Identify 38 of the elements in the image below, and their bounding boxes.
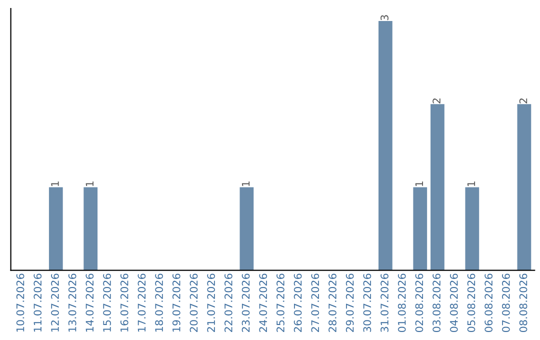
x-tick-label: 23.07.2026 [242, 274, 250, 332]
x-tick-label: 16.07.2026 [120, 274, 128, 332]
x-tick-label: 10.07.2026 [16, 274, 24, 332]
x-tick-label: 31.07.2026 [380, 274, 388, 332]
data-label: 2 [432, 98, 440, 104]
x-tick-label: 15.07.2026 [103, 274, 111, 332]
x-tick-label: 25.07.2026 [276, 274, 284, 332]
x-tick-label: 22.07.2026 [224, 274, 232, 332]
x-tick-label: 01.08.2026 [398, 274, 406, 332]
x-tick-label: 21.07.2026 [207, 274, 216, 332]
data-label: 1 [415, 182, 423, 186]
x-tick-label: 28.07.2026 [328, 274, 336, 332]
data-label: 1 [242, 182, 250, 186]
x-tick-label: 24.07.2026 [259, 274, 268, 332]
x-tick-label: 30.07.2026 [363, 274, 372, 332]
data-label: 1 [86, 182, 94, 186]
x-tick-label: 18.07.2026 [155, 274, 163, 332]
x-tick-label: 13.07.2026 [68, 274, 76, 332]
x-tick-label: 11.07.2026 [34, 274, 42, 332]
x-tick-label: 20.07.2026 [190, 274, 198, 332]
x-tick-label: 04.08.2026 [450, 274, 458, 332]
x-tick-label: 14.07.2026 [86, 274, 94, 332]
data-label: 3 [380, 15, 388, 20]
x-tick-label: 02.08.2026 [415, 274, 424, 332]
x-tick-label: 27.07.2026 [311, 274, 320, 332]
x-tick-label: 07.08.2026 [502, 274, 510, 332]
x-tick-label: 05.08.2026 [467, 274, 476, 332]
data-label: 1 [51, 182, 59, 186]
x-tick-label: 12.07.2026 [51, 274, 59, 332]
x-tick-label: 03.08.2026 [432, 274, 440, 332]
x-tick-label: 06.08.2026 [484, 274, 493, 332]
x-tick-label: 29.07.2026 [346, 274, 354, 332]
x-tick-label: 17.07.2026 [138, 274, 146, 332]
x-tick-label: 08.08.2026 [519, 274, 528, 332]
data-label: 1 [467, 182, 476, 186]
x-tick-label: 26.07.2026 [294, 274, 302, 332]
x-tick-label: 19.07.2026 [172, 274, 180, 332]
data-label: 2 [519, 98, 528, 104]
